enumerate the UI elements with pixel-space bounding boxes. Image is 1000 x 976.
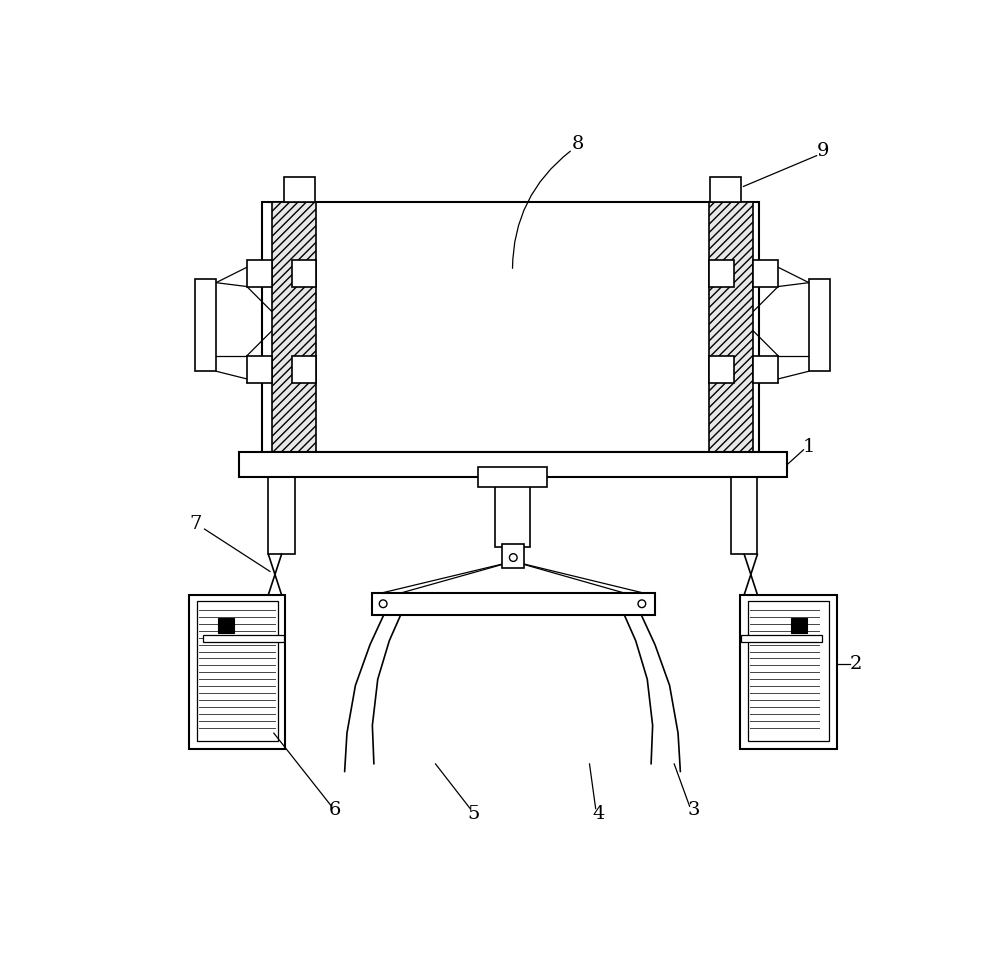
Text: 9: 9 — [817, 142, 829, 160]
Bar — [731, 477, 757, 554]
Text: 8: 8 — [572, 135, 584, 153]
Bar — [203, 634, 284, 642]
Bar — [239, 452, 787, 477]
Bar — [284, 178, 315, 202]
Text: 6: 6 — [329, 801, 342, 819]
Bar — [372, 593, 655, 615]
Circle shape — [379, 600, 387, 608]
Bar — [809, 279, 830, 371]
Circle shape — [509, 553, 517, 561]
Bar — [197, 600, 278, 741]
Bar — [478, 468, 547, 487]
FancyArrowPatch shape — [513, 151, 570, 268]
Bar — [502, 545, 524, 568]
Bar — [292, 356, 316, 383]
Bar — [709, 356, 734, 383]
Text: 4: 4 — [593, 805, 605, 823]
Bar — [748, 600, 829, 741]
Text: 7: 7 — [189, 514, 201, 533]
Bar — [710, 178, 741, 202]
Bar — [753, 356, 778, 383]
Bar — [740, 594, 837, 749]
Bar — [272, 202, 316, 452]
Bar — [247, 356, 272, 383]
Bar — [495, 477, 530, 547]
Circle shape — [638, 600, 646, 608]
Bar — [262, 202, 759, 452]
Bar — [791, 618, 807, 633]
Bar — [753, 260, 778, 287]
Text: 3: 3 — [687, 801, 700, 819]
Bar — [189, 594, 285, 749]
Bar — [268, 477, 295, 554]
Text: 1: 1 — [803, 437, 815, 456]
Bar — [292, 260, 316, 287]
Text: 2: 2 — [850, 655, 862, 672]
Bar — [195, 279, 216, 371]
Bar — [218, 618, 234, 633]
Bar — [709, 202, 753, 452]
Bar — [709, 260, 734, 287]
Text: 5: 5 — [468, 805, 480, 823]
Bar — [247, 260, 272, 287]
Bar — [741, 634, 822, 642]
